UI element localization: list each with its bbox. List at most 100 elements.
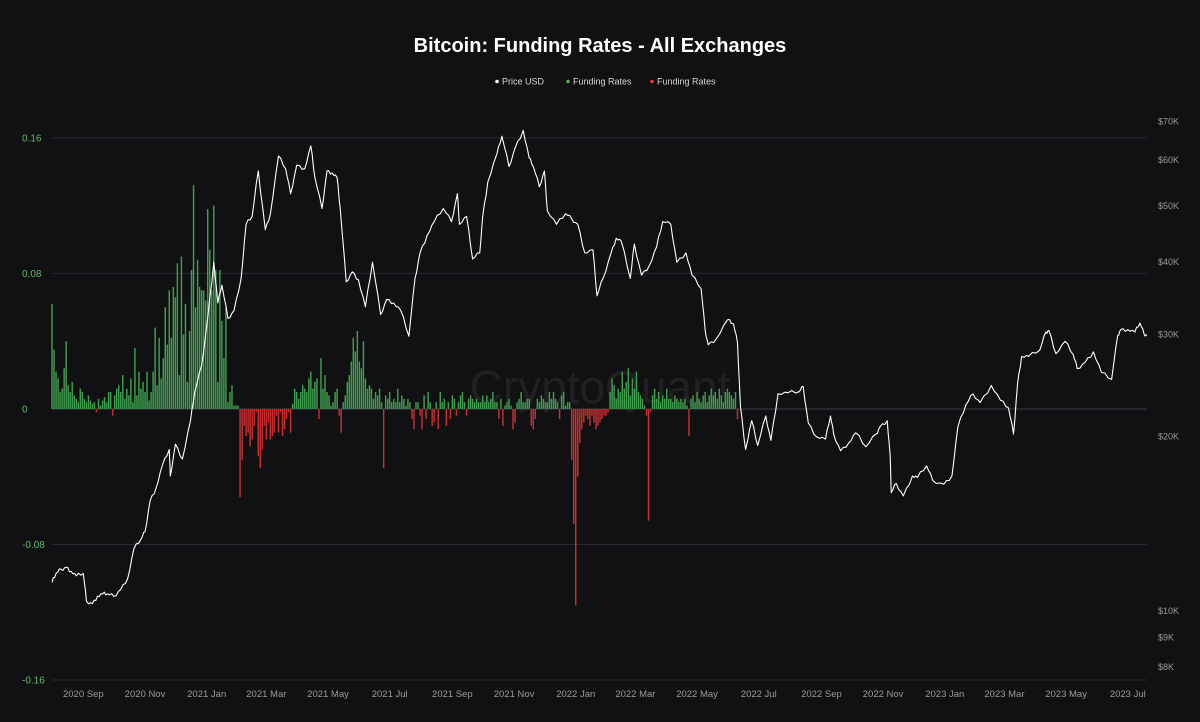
- funding-bar-negative: [285, 408, 288, 420]
- funding-bar-positive: [611, 378, 613, 409]
- funding-bar-positive: [206, 209, 209, 409]
- x-tick-label: 2021 Nov: [494, 689, 535, 700]
- funding-bar-negative: [558, 408, 561, 420]
- funding-bar-negative: [599, 408, 601, 423]
- funding-bar-positive: [718, 388, 721, 409]
- funding-bar-positive: [314, 381, 316, 409]
- funding-bar-positive: [510, 405, 512, 409]
- funding-bar-positive: [229, 392, 231, 409]
- funding-bar-negative: [279, 408, 282, 413]
- funding-bar-positive: [639, 395, 642, 409]
- funding-bar-positive: [471, 398, 474, 409]
- funding-bar-positive: [441, 402, 444, 409]
- y-right-tick-label: $60K: [1158, 155, 1179, 165]
- x-tick-label: 2023 Jan: [925, 689, 964, 700]
- funding-bar-negative: [579, 408, 581, 443]
- funding-bar-positive: [107, 392, 110, 409]
- legend-item-funding-positive[interactable]: Funding Rates: [566, 77, 632, 87]
- funding-bar-positive: [453, 398, 456, 409]
- funding-bar-positive: [188, 331, 191, 409]
- funding-bar-positive: [211, 290, 213, 409]
- funding-bar-negative: [413, 408, 415, 430]
- x-tick-label: 2020 Sep: [63, 689, 104, 700]
- funding-bar-positive: [524, 402, 526, 409]
- funding-bar-negative: [421, 408, 423, 430]
- funding-bar-positive: [504, 405, 506, 409]
- legend-dot-funding-positive: [566, 79, 570, 84]
- funding-bar-positive: [486, 395, 488, 409]
- funding-bar-positive: [334, 392, 336, 409]
- funding-bar-positive: [712, 395, 714, 409]
- funding-bar-positive: [566, 402, 569, 409]
- funding-bar-positive: [554, 398, 557, 409]
- funding-bar-negative: [289, 408, 292, 433]
- funding-bar-positive: [360, 368, 363, 409]
- funding-bar-positive: [702, 395, 704, 409]
- funding-bar-positive: [372, 398, 375, 409]
- legend-item-price[interactable]: Price USD: [495, 77, 545, 87]
- funding-bar-positive: [101, 400, 104, 409]
- funding-bar-positive: [65, 341, 67, 409]
- funding-bar-positive: [55, 371, 57, 409]
- funding-bar-positive: [439, 392, 441, 409]
- funding-bar-positive: [310, 371, 312, 409]
- funding-bar-positive: [542, 398, 545, 409]
- funding-bar-positive: [231, 385, 233, 409]
- funding-bar-positive: [550, 398, 553, 409]
- y-left-tick-label: 0.08: [22, 269, 42, 280]
- funding-bar-positive: [223, 358, 225, 409]
- y-left-tick-label: -0.08: [22, 540, 45, 551]
- x-tick-label: 2022 May: [676, 689, 718, 700]
- funding-bar-positive: [629, 395, 632, 409]
- chart-title: Bitcoin: Funding Rates - All Exchanges: [414, 35, 787, 57]
- funding-bar-positive: [364, 378, 367, 409]
- funding-bar-positive: [142, 381, 144, 409]
- funding-bar-positive: [668, 398, 670, 409]
- funding-bar-negative: [267, 408, 270, 423]
- funding-bar-positive: [659, 402, 662, 409]
- funding-bar-negative: [269, 408, 272, 440]
- y-left-tick-label: 0.16: [22, 133, 42, 144]
- x-tick-label: 2023 Mar: [984, 689, 1024, 700]
- funding-bar-positive: [427, 392, 429, 409]
- funding-bar-positive: [168, 290, 171, 409]
- funding-bar-negative: [534, 408, 537, 420]
- funding-bar-positive: [144, 392, 146, 409]
- funding-bar-negative: [512, 408, 514, 430]
- funding-bar-negative: [532, 408, 535, 430]
- funding-bar-positive: [443, 398, 446, 409]
- funding-bar-positive: [304, 388, 306, 409]
- x-tick-label: 2020 Nov: [125, 689, 166, 700]
- funding-bar-negative: [593, 408, 595, 423]
- funding-bar-positive: [368, 385, 371, 409]
- funding-bar-positive: [132, 402, 134, 409]
- funding-bar-positive: [204, 300, 207, 409]
- funding-bar-positive: [552, 392, 555, 409]
- funding-bar-positive: [720, 395, 723, 409]
- watermark-logo: CryptoQuant: [470, 361, 731, 413]
- funding-bar-positive: [219, 270, 221, 409]
- funding-bar-positive: [457, 402, 460, 409]
- funding-bar-positive: [492, 392, 494, 409]
- y-right-tick-label: $50K: [1158, 201, 1179, 211]
- funding-bar-positive: [109, 392, 112, 409]
- funding-bar-positive: [556, 402, 559, 409]
- funding-bar-positive: [73, 395, 75, 409]
- funding-bar-positive: [672, 402, 674, 409]
- legend-item-funding-negative[interactable]: Funding Rates: [650, 77, 716, 87]
- funding-bar-positive: [435, 402, 437, 409]
- funding-bar-positive: [170, 337, 173, 409]
- funding-bar-positive: [152, 371, 154, 409]
- y-right-tick-label: $30K: [1158, 330, 1179, 340]
- funding-bar-positive: [215, 270, 217, 409]
- funding-bar-negative: [281, 408, 284, 437]
- funding-bar-positive: [657, 392, 660, 409]
- y-right-tick-label: $40K: [1158, 257, 1179, 267]
- funding-bar-positive: [358, 361, 361, 409]
- funding-bar-positive: [641, 398, 644, 409]
- funding-bar-positive: [395, 402, 397, 409]
- funding-bar-positive: [490, 398, 492, 409]
- funding-bar-positive: [496, 402, 498, 409]
- funding-bar-positive: [417, 402, 419, 409]
